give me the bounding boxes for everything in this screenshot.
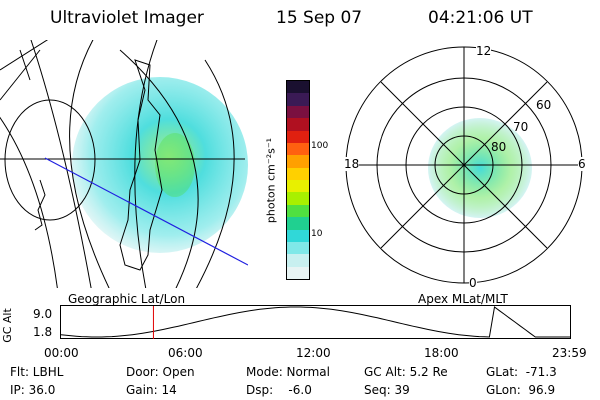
mlt-label-0: 0 [469, 276, 477, 290]
altitude-ytick-bottom: 1.8 [33, 325, 53, 339]
xtick-0000: 00:00 [44, 346, 79, 360]
info-dsp: Dsp: -6.0 [246, 383, 312, 397]
colorbar-segment [287, 167, 309, 180]
lat-label-60: 60 [536, 98, 552, 112]
satellite-track [44, 157, 248, 266]
left-panel-caption: Geographic Lat/Lon [68, 292, 186, 306]
colorbar-segment [287, 217, 309, 230]
colorbar-segment [287, 130, 309, 143]
altitude-curve [60, 306, 571, 338]
coastline [119, 59, 163, 271]
colorbar-segment [287, 118, 309, 131]
xtick-2359: 23:59 [552, 346, 587, 360]
mlt-label-12: 12 [476, 44, 492, 58]
date-label: 15 Sep 07 [276, 8, 363, 28]
aurora-emission-left [72, 77, 248, 253]
info-door: Door: Open [126, 365, 195, 379]
colorbar-segment [287, 155, 309, 168]
altitude-plot [60, 305, 571, 339]
colorbar-unit-label: photon cm⁻²s⁻¹ [264, 137, 278, 224]
colorbar-tick-10: 10 [311, 229, 323, 239]
altitude-ytick-top: 9.0 [33, 307, 53, 321]
right-panel-caption: Apex MLat/MLT [418, 292, 508, 306]
mlt-label-18: 18 [344, 157, 360, 171]
colorbar-segment [287, 93, 309, 106]
aurora-bright-patch [155, 133, 195, 197]
altitude-ylabel: GC Alt [0, 308, 14, 343]
info-ip: IP: 36.0 [10, 383, 56, 397]
info-mode: Mode: Normal [246, 365, 330, 379]
colorbar-segment [287, 180, 309, 193]
info-flt: Flt: LBHL [10, 365, 64, 379]
xtick-0600: 06:00 [168, 346, 203, 360]
colorbar-segment [287, 142, 309, 156]
colorbar-segment [287, 105, 309, 119]
colorbar-segment [287, 241, 309, 255]
colorbar-segment [287, 192, 309, 205]
mlt-label-6: 6 [578, 157, 586, 171]
xtick-1800: 18:00 [424, 346, 459, 360]
lat-label-80: 80 [491, 140, 507, 154]
colorbar-segment [287, 81, 309, 94]
polar-plot [345, 46, 583, 284]
colorbar [286, 80, 310, 280]
colorbar-tick-100: 100 [311, 141, 329, 151]
colorbar-segment [287, 266, 309, 279]
info-glon: GLon: 96.9 [486, 383, 556, 397]
info-gain: Gain: 14 [126, 383, 177, 397]
info-gc-alt: GC Alt: 5.2 Re [364, 365, 448, 379]
xtick-1200: 12:00 [296, 346, 331, 360]
lat-label-70: 70 [513, 120, 529, 134]
info-seq: Seq: 39 [364, 383, 410, 397]
colorbar-segment [287, 229, 309, 242]
geographic-map [0, 40, 248, 288]
colorbar-segment [287, 254, 309, 267]
time-label: 04:21:06 UT [428, 8, 533, 28]
instrument-title: Ultraviolet Imager [50, 8, 204, 28]
colorbar-segment [287, 204, 309, 218]
aurora-emission-right [428, 118, 532, 218]
info-glat: GLat: -71.3 [486, 365, 557, 379]
